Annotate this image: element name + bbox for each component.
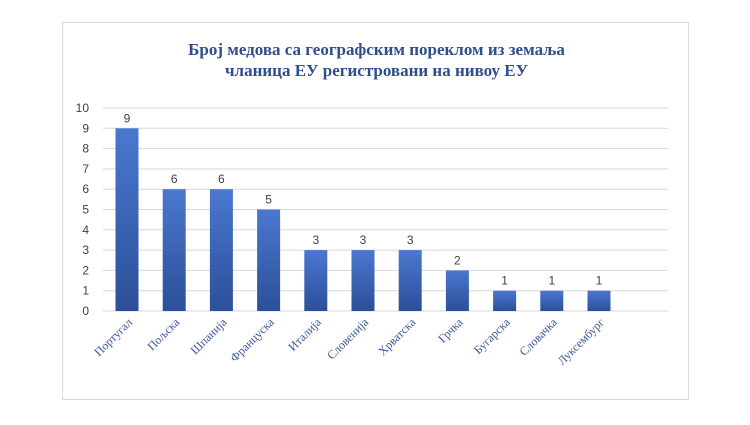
- y-tick-label: 6: [82, 182, 89, 196]
- bar: [257, 210, 280, 312]
- y-tick-label: 0: [82, 304, 89, 318]
- category-label: Италија: [285, 315, 324, 354]
- bar-chart: 0 1 2 3 4 5 6 7 8 9 10 9 6 6 5 3 3 3 2 1 1 1 ПортугалПољскаШ…: [63, 23, 690, 401]
- y-tick-label: 9: [82, 121, 89, 135]
- data-label: 3: [360, 233, 367, 247]
- y-tick-label: 4: [82, 223, 89, 237]
- category-label: Шпанија: [188, 315, 230, 357]
- y-tick-label: 3: [82, 243, 89, 257]
- data-label: 1: [596, 274, 603, 288]
- category-label: Пољска: [144, 315, 182, 353]
- y-tick-label: 2: [82, 263, 89, 277]
- category-label: Словенија: [324, 315, 371, 362]
- data-label: 1: [548, 274, 555, 288]
- category-label: Словачка: [517, 315, 561, 359]
- y-tick-label: 10: [76, 101, 90, 115]
- y-axis-tick-labels: 0 1 2 3 4 5 6 7 8 9 10: [76, 101, 90, 318]
- gridlines: [103, 108, 668, 311]
- category-label: Француска: [227, 315, 277, 365]
- data-label: 2: [454, 253, 461, 267]
- data-label: 3: [407, 233, 414, 247]
- bar: [446, 270, 469, 311]
- category-label: Бугарска: [471, 315, 513, 357]
- category-label: Португал: [91, 315, 135, 359]
- bar: [210, 189, 233, 311]
- bar: [540, 291, 563, 311]
- data-label: 3: [312, 233, 319, 247]
- data-label: 6: [171, 172, 178, 186]
- bar: [163, 189, 186, 311]
- bar: [304, 250, 327, 311]
- y-tick-label: 8: [82, 142, 89, 156]
- category-labels: ПортугалПољскаШпанијаФранцускаИталијаСло…: [91, 315, 607, 368]
- category-label: Хрватска: [375, 315, 419, 359]
- category-label: Луксембург: [555, 315, 608, 368]
- y-tick-label: 5: [82, 203, 89, 217]
- data-label: 6: [218, 172, 225, 186]
- bar: [399, 250, 422, 311]
- chart-frame: Број медова са географским пореклом из з…: [62, 22, 689, 400]
- bar: [588, 291, 611, 311]
- bar: [352, 250, 375, 311]
- data-label: 5: [265, 193, 272, 207]
- bars: [116, 128, 611, 311]
- bar: [116, 128, 139, 311]
- y-tick-label: 1: [82, 284, 89, 298]
- y-tick-label: 7: [82, 162, 89, 176]
- data-label: 1: [501, 274, 508, 288]
- category-label: Грчка: [435, 315, 466, 346]
- data-label: 9: [124, 111, 131, 125]
- bar: [493, 291, 516, 311]
